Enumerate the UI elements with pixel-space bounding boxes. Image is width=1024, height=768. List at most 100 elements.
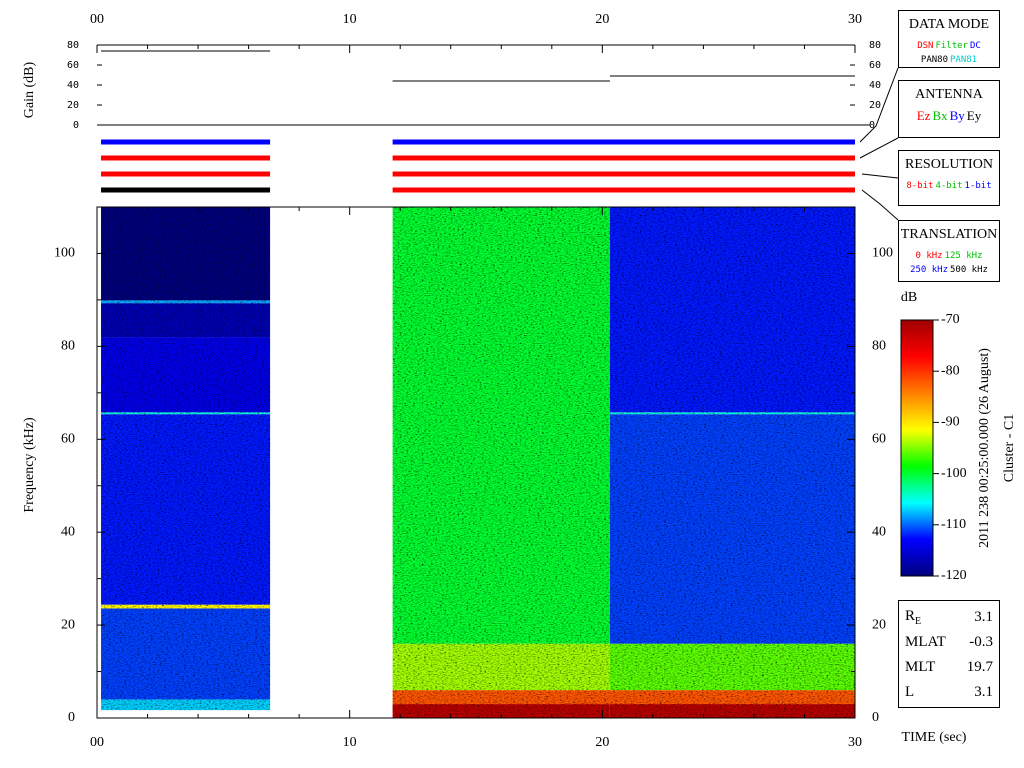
legend-box: TRANSLATION 0 kHz 125 kHz 250 kHz 500 kHz — [898, 220, 1000, 282]
spectrogram-cell — [101, 699, 271, 711]
y-tick-label: 20 — [61, 617, 75, 632]
legend-item: 500 kHz — [950, 265, 988, 275]
spectrogram-cell — [101, 300, 271, 304]
info-label-text: L — [905, 684, 915, 700]
info-label-text: R — [905, 608, 916, 624]
gain-tick-label: 40 — [869, 80, 881, 91]
y-tick-label: 100 — [872, 246, 893, 261]
gain-tick-label: 0 — [869, 120, 875, 131]
x-tick-label: 30 — [848, 735, 862, 750]
spectrogram-frame — [96, 206, 856, 719]
info-value: -0.3 — [969, 634, 993, 650]
frequency-axis-label: Frequency (kHz) — [22, 417, 37, 513]
spectrogram-cell — [101, 412, 271, 415]
y-tick-label: 0 — [68, 710, 75, 725]
x-tick-label-top: 10 — [343, 12, 357, 27]
spectrogram-cell — [392, 704, 610, 718]
spectrogram-cell — [609, 412, 855, 415]
x-tick-label-top: 00 — [90, 12, 104, 27]
y-tick-label: 0 — [872, 710, 879, 725]
info-value: 3.1 — [974, 684, 993, 700]
x-tick-label-top: 30 — [848, 12, 862, 27]
info-value: 3.1 — [974, 609, 993, 625]
legend-item: 0 kHz — [915, 251, 943, 261]
spectrogram-cell — [101, 303, 271, 338]
info-label: RE — [905, 608, 921, 627]
y-tick-label: 40 — [872, 524, 886, 539]
y-tick-label: 80 — [872, 339, 886, 354]
spectrogram-image — [101, 207, 855, 718]
legend-title: ANTENNA — [915, 87, 983, 102]
legend-row: Ez Bx By Ey — [899, 109, 999, 123]
info-row: RE 3.1 — [905, 605, 993, 630]
legend-box: ANTENNA Ez Bx By Ey — [898, 80, 1000, 138]
x-tick-label: 10 — [343, 735, 357, 750]
legend-item: 125 kHz — [944, 251, 983, 261]
spectrogram-cell — [609, 643, 855, 691]
spectrogram-cell — [101, 604, 271, 609]
x-tick-label: 00 — [90, 735, 104, 750]
legend-item: 1-bit — [964, 181, 992, 191]
y-tick-label: 20 — [872, 617, 886, 632]
source-label: Cluster - C1 — [1002, 414, 1017, 482]
legend-item: Ez — [916, 108, 931, 123]
y-tick-label: 60 — [61, 431, 75, 446]
gain-tick-label: 80 — [67, 40, 79, 51]
colorbar-tick-label: -100 — [941, 466, 967, 481]
info-label: MLAT — [905, 634, 946, 651]
gain-tick-label: 80 — [869, 40, 881, 51]
legend-title: DATA MODE — [908, 17, 990, 32]
legend-item: DC — [969, 41, 981, 51]
legend-item: DSN — [917, 41, 934, 51]
info-label-text: MLAT — [905, 634, 946, 650]
x-tick-label-top: 20 — [595, 12, 609, 27]
info-label-text: MLT — [905, 659, 936, 675]
gain-tick-label: 20 — [67, 100, 79, 111]
colorbar-tick-label: -70 — [941, 312, 960, 327]
info-label: L — [905, 684, 914, 701]
legend-item: 250 kHz — [910, 265, 948, 275]
info-value: 19.7 — [966, 659, 993, 675]
spectrogram-cell — [101, 608, 271, 700]
gain-tick-label: 60 — [67, 60, 79, 71]
spectrogram-cell — [609, 207, 855, 413]
info-row: MLAT -0.3 — [905, 630, 993, 655]
legend-item: Filter — [935, 41, 968, 51]
spectrogram-cell — [609, 704, 855, 718]
legend-row: 8-bit 4-bit 1-bit — [899, 179, 999, 193]
legend-row: 250 kHz 500 kHz — [899, 263, 999, 277]
legend-item: Ey — [966, 108, 982, 123]
legend-item: Bx — [932, 108, 948, 123]
legend-row: DSN Filter DC — [899, 39, 999, 53]
gain-tick-label: 40 — [67, 80, 79, 91]
spectrogram-cell — [609, 414, 855, 644]
y-tick-label: 100 — [54, 246, 75, 261]
spectrogram-cell — [609, 690, 855, 705]
info-box: RE 3.1 MLAT -0.3 MLT 19.7 L 3.1 — [898, 600, 1000, 708]
gain-tick-label: 60 — [869, 60, 881, 71]
legend-box: DATA MODE DSN Filter DC PAN80 PAN81 — [898, 10, 1000, 68]
colorbar-tick-label: -120 — [941, 568, 967, 583]
gain-tick-label: 0 — [73, 120, 79, 131]
y-tick-label: 40 — [61, 524, 75, 539]
legend-title: RESOLUTION — [905, 157, 993, 172]
spectrogram-cell — [392, 207, 610, 644]
info-row: L 3.1 — [905, 680, 993, 705]
info-label-sub: E — [915, 616, 922, 627]
legend-title: TRANSLATION — [900, 227, 998, 242]
spectrogram-cell — [101, 207, 271, 301]
colorbar-tick-label: -110 — [941, 517, 966, 532]
x-tick-label: 20 — [595, 735, 609, 750]
info-label: MLT — [905, 659, 935, 676]
legend-box: RESOLUTION 8-bit 4-bit 1-bit — [898, 150, 1000, 206]
colorbar — [900, 319, 934, 577]
y-tick-label: 80 — [61, 339, 75, 354]
spectrogram-cell — [392, 690, 610, 705]
gain-tick-label: 20 — [869, 100, 881, 111]
colorbar-tick-label: -90 — [941, 415, 960, 430]
legend-row: PAN80 PAN81 — [899, 53, 999, 67]
legend-item: 8-bit — [906, 181, 934, 191]
legend-item: By — [949, 108, 965, 123]
